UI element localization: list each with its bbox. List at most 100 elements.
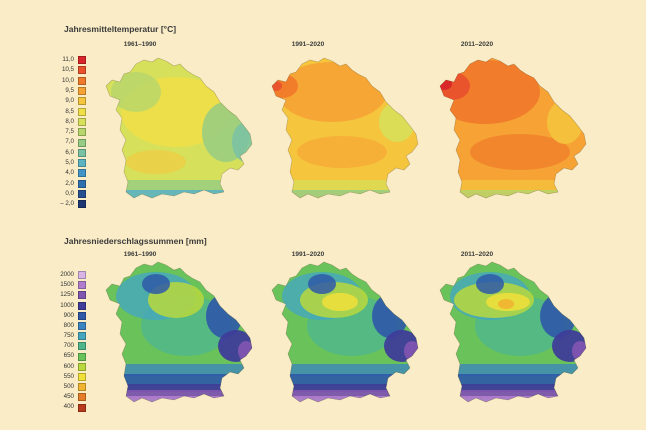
map-fill-region (440, 72, 470, 100)
temperature-legend-item: 5,0 (56, 158, 86, 168)
map-fill-band (262, 404, 422, 418)
precipitation-legend: 2000 1500 1250 1000 900 800 750 700 650 600 550 500… (56, 270, 86, 413)
map-fill-band (440, 190, 586, 198)
precipitation-legend-label: 1000 (60, 301, 74, 309)
precipitation-legend-swatch (78, 403, 86, 412)
precipitation-legend-swatch (78, 271, 86, 280)
temperature-legend-label: 8,0 (65, 117, 74, 125)
precipitation-legend-item: 550 (56, 372, 86, 382)
map-fill-region (322, 293, 358, 311)
map-fill-band (272, 390, 418, 398)
precipitation-legend-item: 1250 (56, 290, 86, 300)
temperature-legend-item: 0,0 (56, 189, 86, 199)
precipitation-map-2011-2020 (430, 261, 590, 418)
map-fill-band (272, 190, 418, 198)
precipitation-legend-label: 800 (63, 321, 74, 329)
precipitation-legend-swatch (78, 362, 86, 371)
temperature-legend-swatch (78, 107, 86, 116)
temperature-legend-swatch (78, 190, 86, 198)
bavaria-outline (271, 57, 419, 199)
precipitation-legend-item: 400 (56, 402, 86, 412)
map-fill-band (430, 404, 590, 418)
map-fill-band (440, 384, 586, 392)
precipitation-legend-label: 750 (63, 332, 74, 340)
map-fill-region (379, 102, 415, 142)
map-fill-band (272, 396, 418, 402)
temperature-legend-swatch (78, 200, 86, 209)
map-fill-region (111, 72, 161, 112)
temp-period-label-1: 1961–1990 (123, 41, 157, 48)
temp-period-label-2: 1991–2020 (291, 41, 325, 48)
temperature-legend-item: 9,0 (56, 96, 86, 106)
precipitation-legend-swatch (78, 332, 86, 341)
precipitation-legend-label: 700 (63, 342, 74, 350)
temperature-legend-label: 11,0 (62, 56, 74, 64)
precipitation-legend-label: 1500 (60, 281, 74, 289)
precipitation-map-1961-1990 (105, 261, 253, 403)
map-fill-band (106, 364, 252, 376)
precipitation-legend-item: 1500 (56, 280, 86, 290)
precipitation-legend-swatch (78, 322, 86, 331)
temperature-legend-item: 7,0 (56, 137, 86, 147)
bavaria-outline (271, 261, 419, 403)
temperature-legend-swatch (78, 56, 86, 65)
map-fill-region (572, 341, 586, 361)
temperature-legend-item: 7,5 (56, 127, 86, 137)
map-fill-region (547, 100, 583, 144)
precipitation-legend-item: 900 (56, 311, 86, 321)
temperature-map-2011-2020 (439, 57, 587, 199)
temperature-legend-item: 4,0 (56, 168, 86, 178)
temp-period-label-3: 2011–2020 (460, 41, 494, 48)
precipitation-legend-swatch (78, 311, 86, 320)
temperature-legend-item: 8,0 (56, 117, 86, 127)
temperature-legend-label: 8,5 (65, 107, 74, 115)
map-fill-band (272, 374, 418, 386)
map-fill-band (272, 384, 418, 392)
precipitation-legend-swatch (78, 281, 86, 290)
map-fill-band (106, 374, 252, 386)
map-fill-region (297, 136, 387, 168)
temperature-legend-label: 6,0 (65, 148, 74, 156)
temperature-legend-label: 5,0 (65, 159, 74, 167)
precipitation-legend-label: 650 (63, 352, 74, 360)
map-fill-band (106, 190, 252, 198)
temperature-legend-swatch (78, 128, 86, 137)
temperature-legend-label: 9,5 (65, 86, 74, 94)
precipitation-legend-item: 700 (56, 341, 86, 351)
temperature-legend-label: 7,5 (65, 128, 74, 136)
temperature-legend-swatch (78, 87, 86, 96)
precip-period-label-3: 2011–2020 (460, 251, 494, 258)
temperature-legend-swatch (78, 169, 86, 178)
precipitation-legend-swatch (78, 383, 86, 392)
temperature-legend-label: 0,0 (65, 189, 74, 197)
precipitation-legend-swatch (78, 342, 86, 351)
temperature-legend-swatch (78, 148, 86, 157)
precipitation-legend-swatch (78, 393, 86, 402)
temperature-legend-item: 10,0 (56, 76, 86, 86)
temperature-legend-item: 2,0 (56, 179, 86, 189)
bavaria-outline (105, 261, 253, 403)
precipitation-legend-label: 550 (63, 372, 74, 380)
precipitation-legend-label: 500 (63, 383, 74, 391)
precipitation-legend-swatch (78, 352, 86, 361)
map-fill-band (106, 384, 252, 392)
temperature-legend-swatch (78, 76, 86, 85)
map-fill-region (126, 150, 186, 174)
temperature-legend-label: 9,0 (65, 97, 74, 105)
temperature-legend-swatch (78, 66, 86, 75)
map-fill-region (470, 134, 570, 170)
map-fill-band (272, 180, 418, 192)
precipitation-legend-item: 800 (56, 321, 86, 331)
temperature-map-1961-1990 (105, 57, 253, 199)
map-fill-band (440, 374, 586, 386)
precipitation-map-1991-2020 (262, 261, 422, 418)
temperature-legend-swatch (78, 159, 86, 168)
temperature-legend-label: 2,0 (65, 179, 74, 187)
precipitation-legend-item: 750 (56, 331, 86, 341)
map-fill-region (232, 122, 252, 162)
precipitation-section-title: Jahresniederschlagssummen [mm] (64, 236, 207, 246)
precip-period-label-1: 1961–1990 (123, 251, 157, 258)
precipitation-legend-item: 650 (56, 352, 86, 362)
map-fill-band (106, 180, 252, 192)
map-fill-band (440, 396, 586, 402)
